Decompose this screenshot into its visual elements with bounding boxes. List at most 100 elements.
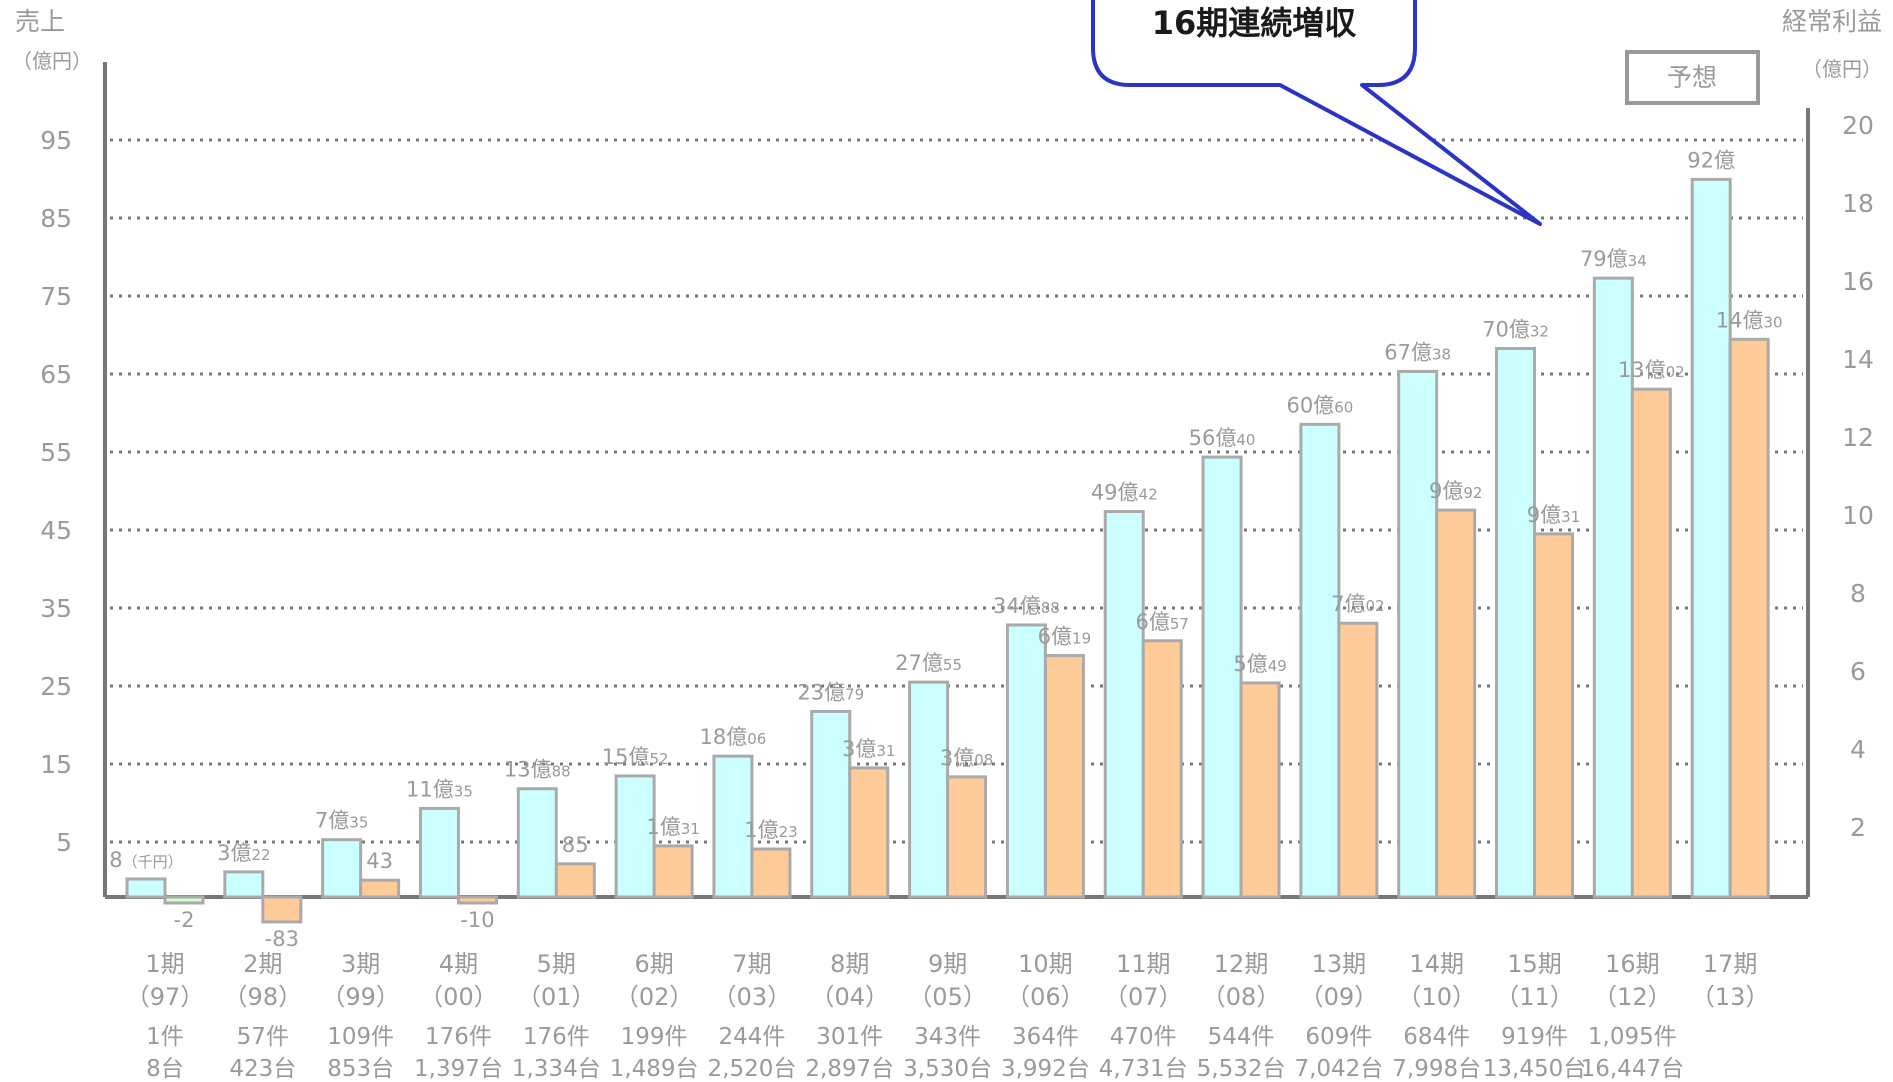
profit-bar — [1239, 681, 1281, 899]
profit-bar — [848, 766, 890, 899]
profit-bar — [1141, 639, 1183, 899]
profit-data-label: 1億31 — [646, 815, 699, 839]
period-label: 11期 — [1116, 950, 1171, 978]
units-label: 853台 — [327, 1056, 394, 1082]
right-tick-label: 14 — [1842, 345, 1874, 374]
sales-data-label: 92億 — [1687, 148, 1735, 172]
sales-bar — [1201, 455, 1243, 899]
units-label: 1,489台 — [610, 1056, 699, 1082]
cases-label: 176件 — [523, 1024, 590, 1050]
left-tick-label: 85 — [40, 204, 72, 233]
profit-bar — [1630, 387, 1672, 899]
period-label: 4期 — [439, 950, 478, 978]
units-label: 2,897台 — [805, 1056, 894, 1082]
units-label: 7,042台 — [1294, 1056, 1383, 1082]
right-axis-unit: （億円） — [1802, 57, 1882, 81]
left-tick-label: 75 — [40, 282, 72, 311]
cases-label: 199件 — [621, 1024, 688, 1050]
units-label: 5,532台 — [1197, 1056, 1286, 1082]
sales-bar — [1690, 177, 1732, 899]
sales-data-label: 3億22 — [217, 841, 270, 865]
sales-bar — [614, 774, 656, 899]
profit-bar — [1435, 508, 1477, 899]
cases-label: 470件 — [1110, 1024, 1177, 1050]
left-tick-label: 25 — [40, 672, 72, 701]
right-tick-label: 6 — [1850, 657, 1866, 686]
profit-data-label: 13億02 — [1618, 358, 1685, 382]
sales-data-label: 23億79 — [797, 680, 864, 704]
sales-bar — [908, 680, 950, 899]
profit-bar — [1728, 337, 1770, 899]
period-label: 13期 — [1312, 950, 1367, 978]
sales-data-label: 79億34 — [1580, 247, 1647, 271]
year-label: （13） — [1691, 983, 1770, 1011]
period-label: 10期 — [1018, 950, 1073, 978]
sales-data-label: 34億88 — [993, 594, 1060, 618]
sales-bar — [516, 787, 558, 899]
year-label: （98） — [224, 983, 303, 1011]
units-label: 2,520台 — [708, 1056, 797, 1082]
units-label: 8台 — [146, 1056, 184, 1082]
bars — [125, 177, 1770, 924]
profit-data-label: 6億57 — [1136, 610, 1189, 634]
sales-data-label: 13億88 — [504, 758, 571, 782]
units-label: 7,998台 — [1392, 1056, 1481, 1082]
x-categories: 1期 （97） 1件 8台 2期 （98） 57件 423台 3期 （99） 109件 853台 4期 （… — [126, 950, 1770, 1082]
sales-data-label: 67億38 — [1384, 340, 1451, 364]
profit-data-label: 1億23 — [744, 818, 797, 842]
profit-data-label: 85 — [562, 833, 589, 857]
year-label: （00） — [419, 983, 498, 1011]
profit-bar — [652, 844, 694, 899]
period-label: 5期 — [537, 950, 576, 978]
period-label: 16期 — [1605, 950, 1660, 978]
cases-label: 364件 — [1012, 1024, 1079, 1050]
right-tick-label: 16 — [1842, 267, 1874, 296]
year-label: （09） — [1300, 983, 1379, 1011]
right-tick-label: 12 — [1842, 423, 1874, 452]
forecast-box-frame — [1625, 50, 1760, 105]
sales-bar — [1299, 422, 1341, 899]
period-label: 3期 — [341, 950, 380, 978]
profit-bar — [1337, 621, 1379, 899]
year-label: （03） — [713, 983, 792, 1011]
callout-text: 16期連続増収 — [1152, 4, 1357, 42]
profit-data-label: -2 — [174, 908, 195, 932]
profit-data-label: 9億31 — [1527, 503, 1580, 527]
left-tick-label: 15 — [40, 750, 72, 779]
period-label: 9期 — [928, 950, 967, 978]
period-label: 7期 — [732, 950, 771, 978]
cases-label: 343件 — [914, 1024, 981, 1050]
sales-bar — [418, 806, 460, 899]
sales-data-label: 56億40 — [1189, 426, 1256, 450]
sales-bar — [1005, 623, 1047, 899]
right-tick-label: 8 — [1850, 579, 1866, 608]
left-tick-label: 45 — [40, 516, 72, 545]
year-label: （04） — [810, 983, 889, 1011]
year-label: （06） — [1006, 983, 1085, 1011]
sales-bar — [1495, 347, 1537, 899]
cases-label: 109件 — [327, 1024, 394, 1050]
profit-bar — [359, 878, 401, 899]
sales-data-label: 27億55 — [895, 651, 962, 675]
units-label: 423台 — [229, 1056, 296, 1082]
units-label: 1,397台 — [414, 1056, 503, 1082]
profit-data-label: 3億08 — [940, 746, 993, 770]
sales-data-label: 8（千円） — [109, 848, 182, 872]
cases-label: 919件 — [1501, 1024, 1568, 1050]
cases-label: 244件 — [718, 1024, 785, 1050]
forecast-label: 予想 — [1667, 63, 1717, 92]
left-axis-title: 売上 — [15, 7, 65, 36]
sales-data-label: 7億35 — [315, 809, 368, 833]
units-label: 4,731台 — [1099, 1056, 1188, 1082]
profit-bar — [456, 895, 498, 905]
right-tick-label: 18 — [1842, 189, 1874, 218]
year-label: （11） — [1495, 983, 1574, 1011]
profit-data-label: 3億31 — [842, 737, 895, 761]
period-label: 2期 — [243, 950, 282, 978]
sales-data-label: 49億42 — [1091, 481, 1158, 505]
period-label: 17期 — [1703, 950, 1758, 978]
profit-bar — [750, 847, 792, 899]
year-label: （07） — [1104, 983, 1183, 1011]
period-label: 1期 — [145, 950, 184, 978]
